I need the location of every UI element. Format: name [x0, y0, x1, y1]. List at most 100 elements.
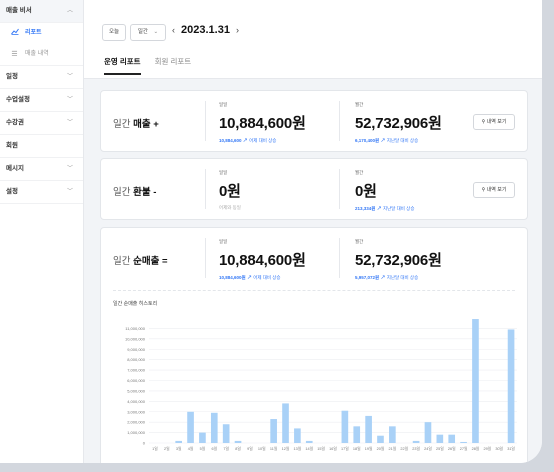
month-label: 월간 [355, 239, 364, 244]
y-tick-label: 4,000,000 [127, 399, 146, 404]
x-tick-label: 29일 [483, 446, 491, 451]
trend-up-icon: ↗ [242, 138, 248, 144]
monthly-sales-stat: 월간 52,732,906원 6,170,400원 ↗ 지난달 대비 상승 [355, 102, 442, 144]
sidebar-item-label: 수강권 [6, 119, 24, 126]
trend-up-icon: ↗ [376, 206, 382, 212]
bar[interactable] [365, 415, 372, 443]
y-tick-label: 8,000,000 [127, 357, 146, 362]
tab-operation-report[interactable]: 운영 리포트 [104, 56, 141, 75]
bar[interactable] [270, 419, 277, 443]
title-suffix: + [153, 119, 159, 130]
bar[interactable] [448, 434, 456, 443]
bar[interactable] [294, 428, 301, 443]
bar[interactable] [341, 410, 349, 443]
daily-sub-value: 10,884,600원 [219, 275, 246, 280]
sidebar-item-pass[interactable]: 수강권 ﹀ [0, 112, 83, 135]
daily-net-stat: 일일 10,884,600원 10,884,600원 ↗ 어제 대비 상승 [219, 239, 306, 281]
sidebar-item-label: 매출 비서 [6, 7, 32, 14]
month-sub: 213,334원 ↗ 지난달 대비 상승 [355, 205, 414, 212]
bar[interactable] [507, 329, 515, 443]
bar[interactable] [199, 432, 206, 443]
bar[interactable] [222, 424, 230, 443]
daily-sub-text: 어제 대비 상승 [253, 275, 281, 280]
x-tick-label: 18일 [353, 446, 361, 451]
search-icon: ⚲ [481, 119, 486, 125]
sidebar-subitem-report[interactable]: 리포트 [0, 23, 83, 44]
sidebar-item-sales-assistant[interactable]: 매출 비서 ︿ [0, 0, 83, 23]
bar[interactable] [377, 435, 384, 443]
tab-member-report[interactable]: 회원 리포트 [154, 57, 192, 66]
bar[interactable] [210, 412, 218, 443]
sidebar-item-class-settings[interactable]: 수업설정 ﹀ [0, 89, 83, 112]
y-tick-label: 10,000,000 [125, 336, 146, 341]
refund-detail-button[interactable]: ⚲ 내역 보기 [473, 182, 515, 198]
x-tick-label: 4일 [188, 446, 194, 451]
divider [205, 238, 206, 278]
sidebar-subitem-sales-history[interactable]: ☰ 매출 내역 [0, 44, 83, 66]
month-sub: 5,957,072원 ↗ 지난달 대비 상승 [355, 274, 442, 281]
sidebar-item-messages[interactable]: 메시지 ﹀ [0, 158, 83, 181]
sidebar-item-schedule[interactable]: 일정 ﹀ [0, 66, 83, 89]
x-tick-label: 30일 [495, 446, 503, 451]
bar[interactable] [305, 440, 313, 443]
x-tick-label: 11일 [270, 446, 278, 451]
x-tick-label: 26일 [448, 446, 456, 451]
daily-sub-value: 10,884,600 [219, 138, 242, 143]
chevron-right-icon[interactable]: › [235, 25, 239, 35]
sidebar-item-label: 일정 [6, 73, 18, 80]
app-window: 매출 비서 ︿ 리포트 ☰ 매출 내역 일정 ﹀ 수업설정 ﹀ 수강권 ﹀ 회원 [0, 0, 542, 463]
daily-value: 0원 [219, 183, 241, 200]
sidebar-item-members[interactable]: 회원 [0, 135, 83, 158]
month-sub-text: 지난달 대비 상승 [382, 206, 415, 211]
report-tabs: 운영 리포트 회원 리포트 [104, 56, 191, 75]
y-tick-label: 6,000,000 [127, 378, 146, 383]
section-divider [113, 290, 515, 291]
today-button-label: 오늘 [108, 29, 120, 35]
title-prefix: 일간 [113, 119, 131, 130]
x-tick-label: 8일 [235, 446, 241, 451]
sidebar-subitem-label: 매출 내역 [25, 51, 49, 57]
bar[interactable] [436, 434, 444, 443]
daily-label: 일일 [219, 239, 228, 244]
title-main: 환불 [133, 187, 151, 198]
title-prefix: 일간 [113, 256, 131, 267]
trend-up-icon: ↗ [380, 275, 386, 281]
bar[interactable] [187, 411, 194, 443]
sales-detail-button[interactable]: ⚲ 내역 보기 [473, 114, 515, 130]
trend-up-icon: ↗ [246, 275, 252, 281]
daily-label: 일일 [219, 170, 228, 175]
refund-card: 일간 환불 - 일일 0원 어제와 동일 월간 0원 213,334원 ↗ 지난… [100, 158, 528, 220]
top-bar: 오늘 일간 ⌄ ‹ 2023.1.31 › 운영 리포트 회원 리포트 [84, 0, 542, 79]
daily-label: 일일 [219, 102, 228, 107]
y-tick-label: 3,000,000 [127, 409, 146, 414]
x-tick-label: 7일 [223, 446, 229, 451]
main-content: 오늘 일간 ⌄ ‹ 2023.1.31 › 운영 리포트 회원 리포트 일간 매… [84, 0, 542, 463]
x-tick-label: 15일 [317, 446, 325, 451]
period-select[interactable]: 일간 ⌄ [130, 24, 166, 41]
bar[interactable] [472, 319, 479, 443]
y-tick-label: 11,000,000 [125, 326, 145, 331]
bar[interactable] [389, 426, 396, 443]
month-sub-text: 지난달 대비 상승 [386, 138, 419, 143]
bar[interactable] [353, 426, 361, 443]
sidebar: 매출 비서 ︿ 리포트 ☰ 매출 내역 일정 ﹀ 수업설정 ﹀ 수강권 ﹀ 회원 [0, 0, 84, 463]
x-tick-label: 21일 [388, 446, 396, 451]
month-sub-text: 지난달 대비 상승 [386, 275, 419, 280]
sidebar-subitem-label: 리포트 [25, 30, 42, 36]
bar[interactable] [460, 441, 467, 443]
x-tick-label: 3일 [176, 446, 182, 451]
sidebar-item-settings[interactable]: 설정 ﹀ [0, 181, 83, 204]
bar[interactable] [412, 440, 420, 443]
today-button[interactable]: 오늘 [102, 24, 126, 41]
month-sub-value: 5,957,072원 [355, 275, 380, 280]
x-tick-label: 1일 [152, 446, 158, 451]
bar[interactable] [234, 440, 242, 443]
bar[interactable] [175, 440, 183, 443]
title-main: 매출 [133, 119, 151, 130]
chevron-left-icon[interactable]: ‹ [172, 25, 175, 35]
x-tick-label: 20일 [377, 446, 385, 451]
chevron-down-icon: ﹀ [66, 97, 73, 103]
bar[interactable] [424, 422, 432, 443]
month-label: 월간 [355, 170, 364, 175]
bar[interactable] [282, 403, 289, 443]
